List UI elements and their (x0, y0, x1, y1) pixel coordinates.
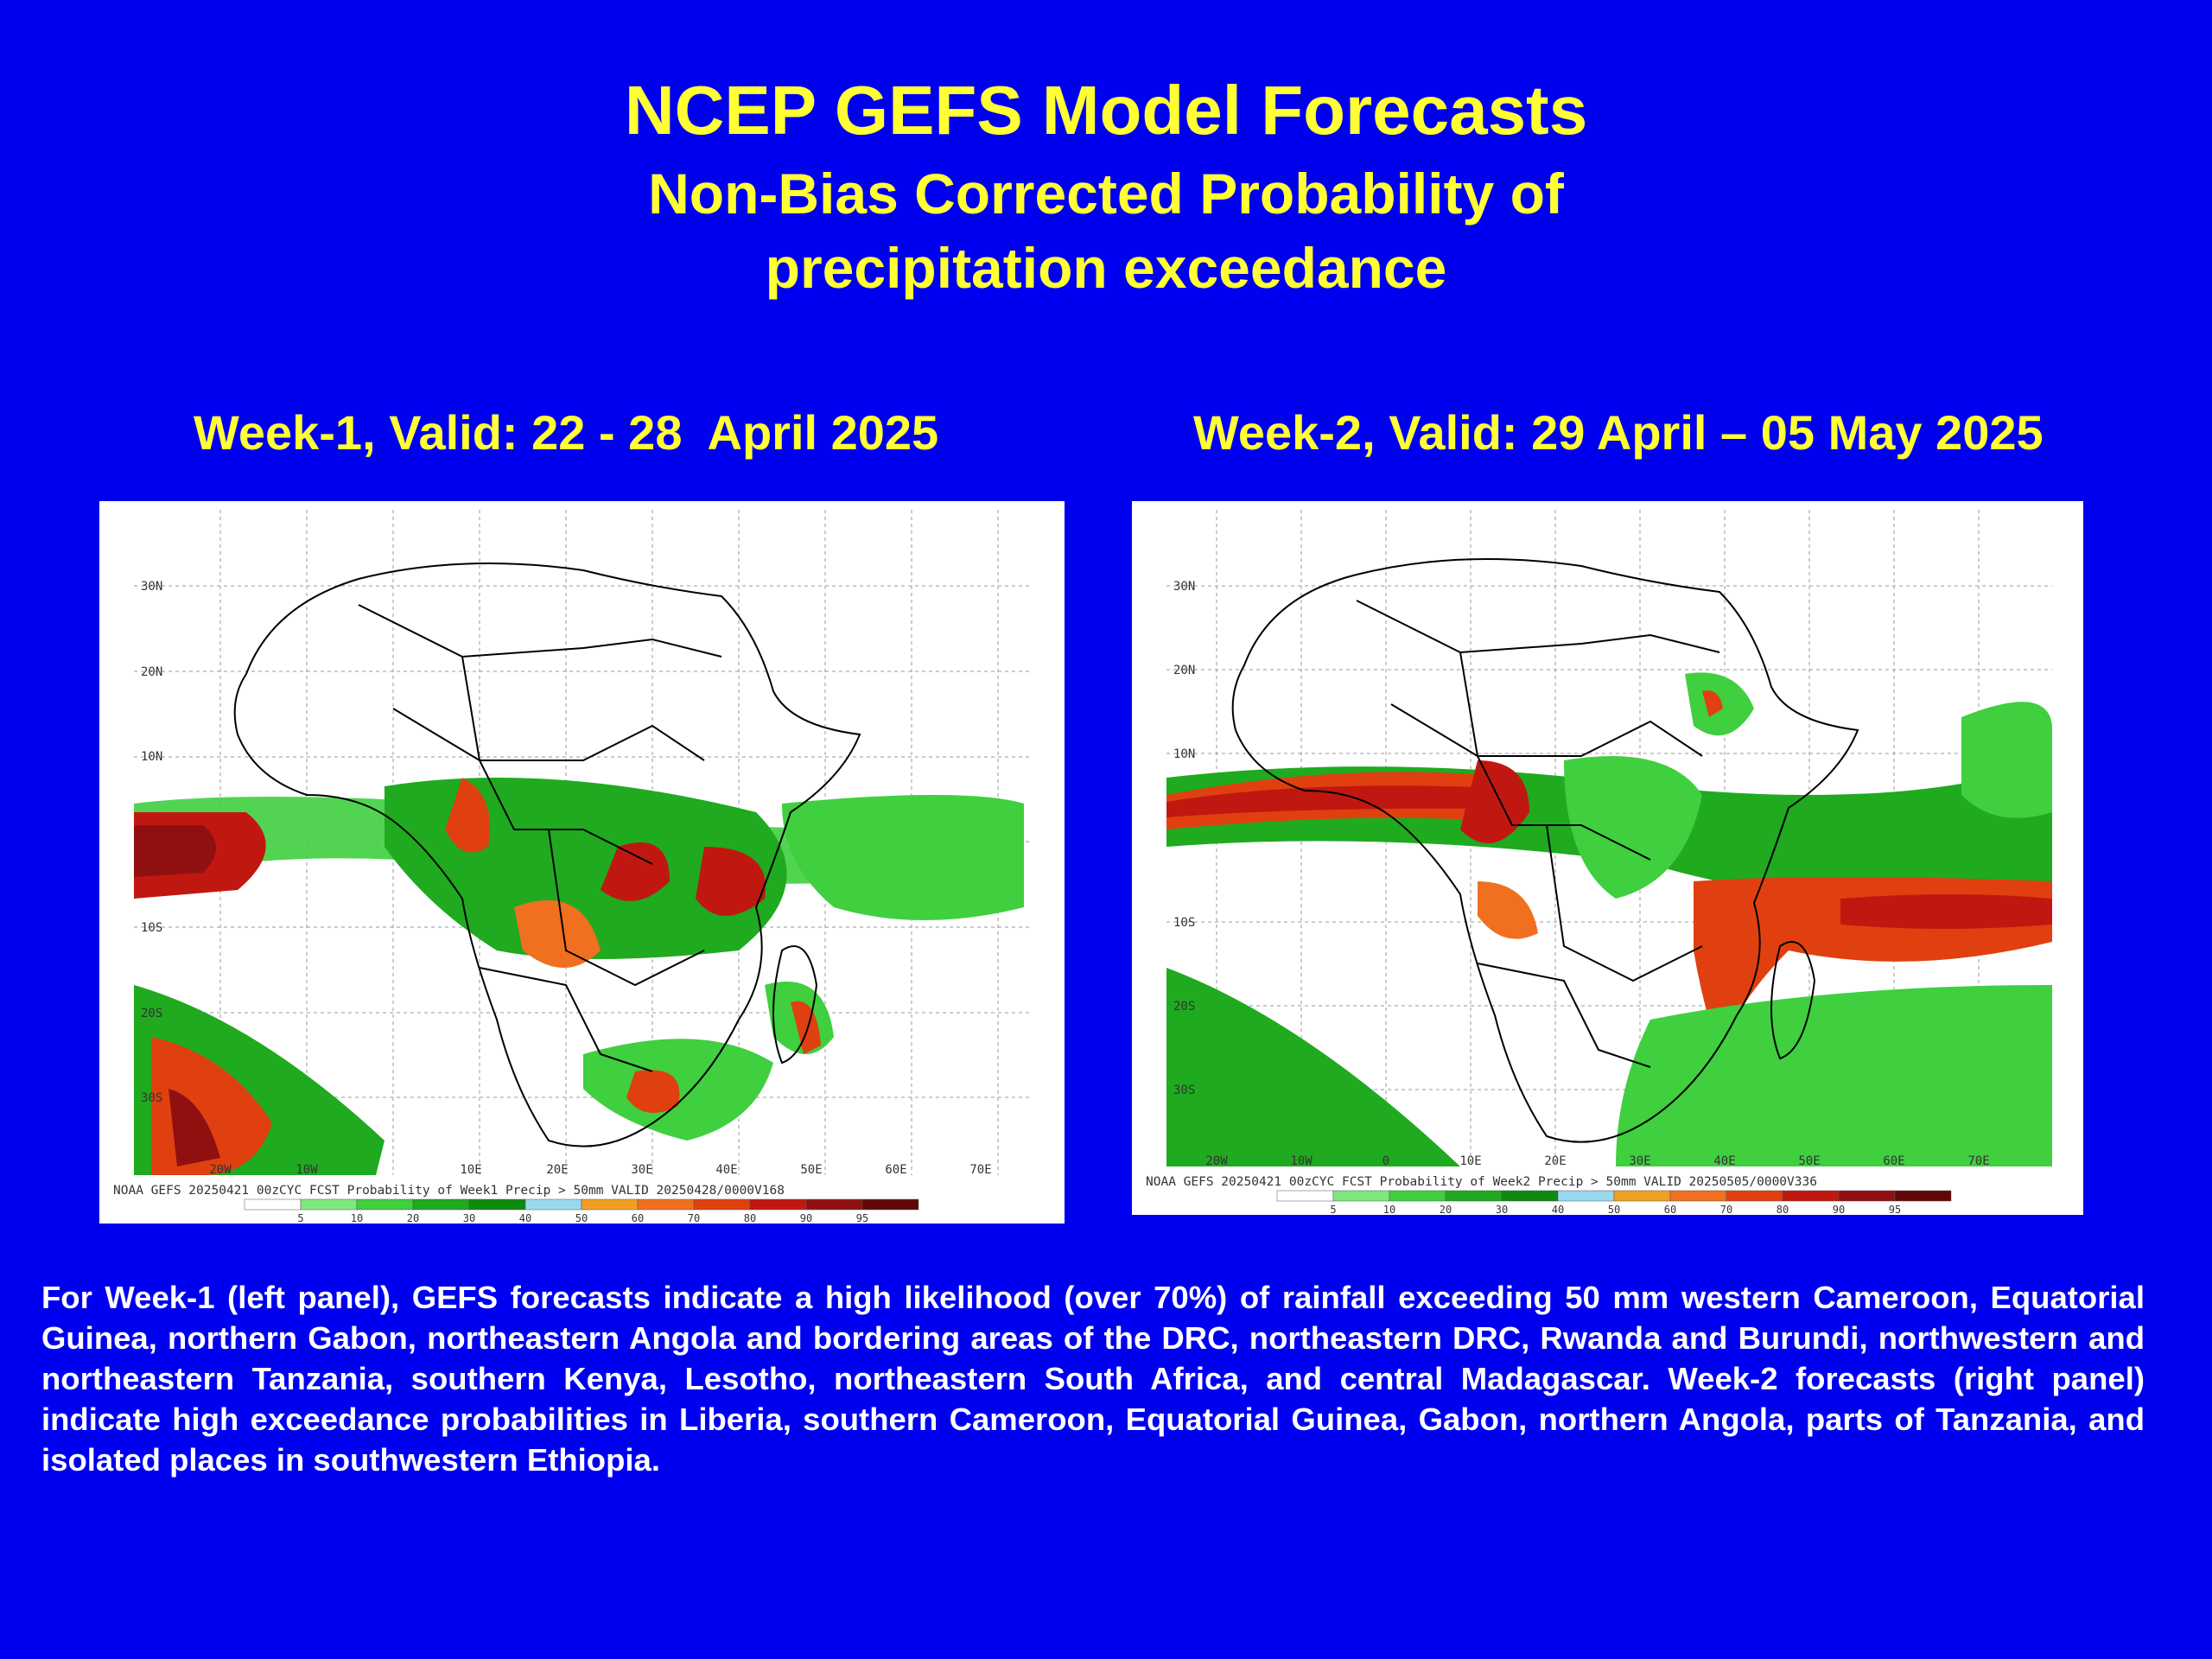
colorbar-tick-label: 50 (1608, 1204, 1620, 1215)
lat-label: 30N (1173, 580, 1195, 594)
colorbar-tick-label: 10 (351, 1212, 363, 1224)
lon-label: 10W (1290, 1154, 1313, 1168)
colorbar-tick-label: 90 (800, 1212, 812, 1224)
lon-label: 50E (800, 1163, 822, 1177)
colorbar-swatch (1332, 1190, 1390, 1202)
colorbar-swatch (1894, 1190, 1952, 1202)
colorbar-swatch (581, 1198, 639, 1211)
lon-label: 20W (209, 1163, 232, 1177)
forecast-description: For Week-1 (left panel), GEFS forecasts … (41, 1280, 2145, 1478)
colorbar-swatch (1445, 1190, 1503, 1202)
lat-label: 10N (141, 750, 162, 764)
colorbar-swatch (749, 1198, 807, 1211)
colorbar-swatch (300, 1198, 358, 1211)
lon-label: 40E (1713, 1154, 1735, 1168)
week1-map-panel: 30N 20N 10N 10S 20S 30S 20W 10W 10E 20E … (99, 501, 1065, 1224)
colorbar-swatch (1782, 1190, 1840, 1202)
page-subtitle-line2: precipitation exceedance (765, 236, 1447, 300)
colorbar-swatch (244, 1198, 302, 1211)
colorbar-swatch (693, 1198, 751, 1211)
colorbar-swatch (1613, 1190, 1671, 1202)
lat-label: 10S (1173, 916, 1195, 930)
lat-label: 30S (141, 1091, 162, 1105)
lon-label: 60E (885, 1163, 906, 1177)
colorbar-tick-label: 60 (1664, 1204, 1676, 1215)
colorbar-swatch (356, 1198, 414, 1211)
colorbar-swatch (1501, 1190, 1559, 1202)
africa-outline (233, 563, 861, 1147)
lon-label: 70E (969, 1163, 991, 1177)
colorbar-swatch (468, 1198, 526, 1211)
lon-label: 20W (1205, 1154, 1228, 1168)
colorbar: 5 10 20 30 40 50 60 70 80 90 95 (244, 1198, 919, 1224)
lat-label: 30S (1173, 1084, 1195, 1097)
lon-label: 40E (715, 1163, 737, 1177)
week1-map: 30N 20N 10N 10S 20S 30S 20W 10W 10E 20E … (113, 510, 1033, 1224)
colorbar-swatch (1726, 1190, 1783, 1202)
colorbar-tick-label: 30 (1496, 1204, 1508, 1215)
colorbar-swatch (1838, 1190, 1896, 1202)
page-title: NCEP GEFS Model Forecasts (624, 72, 1588, 149)
week2-map: 30N 20N 10N 10S 20S 30S 20W 10W 0 10E 20… (1146, 510, 2052, 1215)
lon-labels: 20W 10W 10E 20E 30E 40E 50E 60E 70E (209, 1163, 991, 1177)
colorbar-tick-label: 20 (1440, 1204, 1452, 1215)
colorbar-swatch (805, 1198, 863, 1211)
colorbar-swatch (861, 1198, 919, 1211)
lon-label: 10W (296, 1163, 318, 1177)
lat-label: 20N (141, 665, 162, 679)
map-caption: NOAA GEFS 20250421 00zCYC FCST Probabili… (1146, 1175, 1817, 1189)
lon-label: 30E (631, 1163, 652, 1177)
lat-labels: 30N 20N 10N 10S 20S 30S (141, 580, 162, 1105)
lat-label: 20N (1173, 664, 1195, 677)
africa-outline (1231, 558, 1859, 1143)
lon-label: 20E (546, 1163, 568, 1177)
colorbar-tick-label: 5 (1330, 1204, 1336, 1215)
precip-probability-shading (134, 778, 1024, 1175)
colorbar-tick-label: 95 (856, 1212, 868, 1224)
week2-map-panel: 30N 20N 10N 10S 20S 30S 20W 10W 0 10E 20… (1132, 501, 2083, 1215)
colorbar-tick-label: 90 (1833, 1204, 1845, 1215)
colorbar-swatch (1276, 1190, 1334, 1202)
colorbar-tick-label: 70 (688, 1212, 700, 1224)
colorbar-tick-label: 80 (1777, 1204, 1789, 1215)
lat-label: 20S (1173, 1000, 1195, 1014)
page-subtitle-line1: Non-Bias Corrected Probability of (648, 162, 1564, 226)
lon-label: 10E (460, 1163, 481, 1177)
lat-label: 10S (141, 921, 162, 935)
colorbar-swatch (1557, 1190, 1615, 1202)
lon-label: 70E (1967, 1154, 1989, 1168)
colorbar-tick-label: 5 (297, 1212, 303, 1224)
precip-probability-shading (1166, 672, 2052, 1166)
colorbar-tick-label: 60 (632, 1212, 644, 1224)
colorbar-swatch (412, 1198, 470, 1211)
lat-label: 20S (141, 1007, 162, 1020)
map-caption: NOAA GEFS 20250421 00zCYC FCST Probabili… (113, 1184, 785, 1198)
colorbar-tick-label: 95 (1889, 1204, 1901, 1215)
colorbar-tick-label: 50 (575, 1212, 588, 1224)
lat-label: 30N (141, 580, 162, 594)
lon-label: 60E (1883, 1154, 1904, 1168)
colorbar-swatch (1669, 1190, 1727, 1202)
colorbar-swatch (637, 1198, 695, 1211)
colorbar-tick-label: 20 (407, 1212, 419, 1224)
lon-label: 10E (1459, 1154, 1481, 1168)
colorbar-tick-label: 40 (1552, 1204, 1564, 1215)
lon-label: 0 (1382, 1154, 1389, 1168)
colorbar-swatch (1389, 1190, 1446, 1202)
colorbar-tick-label: 10 (1383, 1204, 1395, 1215)
colorbar: 5 10 20 30 40 50 60 70 80 90 95 (1276, 1190, 1952, 1215)
lat-label: 10N (1173, 747, 1195, 761)
lon-labels: 20W 10W 0 10E 20E 30E 40E 50E 60E 70E (1205, 1154, 1989, 1168)
colorbar-tick-label: 30 (463, 1212, 475, 1224)
week1-heading: Week-1, Valid: 22 - 28 April 2025 (194, 405, 939, 460)
colorbar-tick-label: 40 (519, 1212, 531, 1224)
lon-label: 30E (1629, 1154, 1650, 1168)
lon-label: 50E (1798, 1154, 1820, 1168)
lat-labels: 30N 20N 10N 10S 20S 30S (1173, 580, 1195, 1097)
colorbar-swatch (524, 1198, 582, 1211)
lon-label: 20E (1544, 1154, 1566, 1168)
week2-heading: Week-2, Valid: 29 April – 05 May 2025 (1193, 405, 2044, 460)
colorbar-tick-label: 80 (744, 1212, 756, 1224)
colorbar-tick-label: 70 (1720, 1204, 1732, 1215)
